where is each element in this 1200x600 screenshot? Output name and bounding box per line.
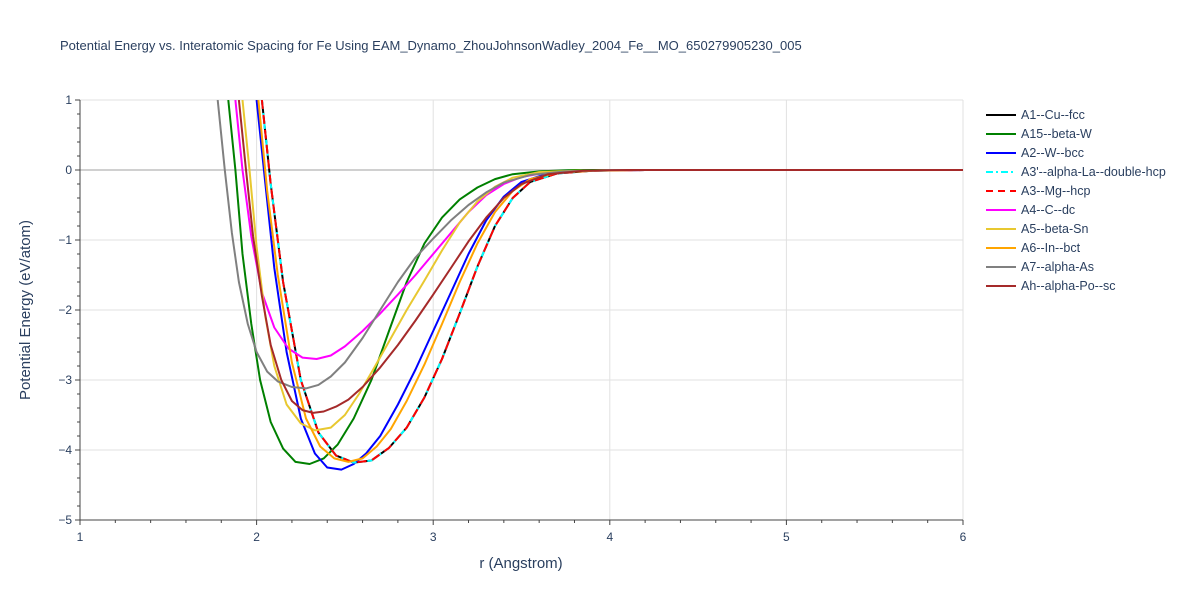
series-line-8 xyxy=(257,100,963,463)
tick-labels: 1 2 3 4 5 6 1 0 −1 −2 −3 −4 −5 xyxy=(58,93,966,544)
series-line-7 xyxy=(241,100,963,432)
y-tick-label: 0 xyxy=(65,163,72,177)
y-tick-label: −4 xyxy=(58,443,72,457)
legend-label: A15--beta-W xyxy=(1021,127,1092,141)
series-line-6 xyxy=(234,100,963,360)
x-tick-label: 3 xyxy=(430,530,437,544)
legend-label: Ah--alpha-Po--sc xyxy=(1021,279,1115,293)
x-tick-label: 6 xyxy=(960,530,967,544)
chart-title: Potential Energy vs. Interatomic Spacing… xyxy=(60,38,802,53)
legend-item[interactable]: A3--Mg--hcp xyxy=(986,184,1091,198)
legend-label: A7--alpha-As xyxy=(1021,260,1094,274)
legend-item[interactable]: A15--beta-W xyxy=(986,127,1092,141)
legend-item[interactable]: A5--beta-Sn xyxy=(986,222,1088,236)
legend[interactable]: A1--Cu--fcc A15--beta-W A2--W--bcc A3'--alp… xyxy=(986,108,1166,293)
series-line-9 xyxy=(216,100,963,390)
legend-item[interactable]: A6--In--bct xyxy=(986,241,1081,255)
x-tick-label: 5 xyxy=(783,530,790,544)
x-tick-label: 1 xyxy=(77,530,84,544)
y-tick-label: −2 xyxy=(58,303,72,317)
y-tick-label: −1 xyxy=(58,233,72,247)
legend-item[interactable]: A4--C--dc xyxy=(986,203,1075,217)
legend-item[interactable]: A7--alpha-As xyxy=(986,260,1094,274)
x-tick-label: 4 xyxy=(606,530,613,544)
legend-label: A3'--alpha-La--double-hcp xyxy=(1021,165,1166,179)
y-tick-label: 1 xyxy=(65,93,72,107)
series-line-5 xyxy=(260,100,963,464)
legend-label: A2--W--bcc xyxy=(1021,146,1084,160)
x-axis-title: r (Angstrom) xyxy=(479,555,562,572)
plot-area xyxy=(216,100,963,471)
series-line-10 xyxy=(237,100,963,414)
series-line-4 xyxy=(260,100,963,464)
series-line-2 xyxy=(227,100,963,465)
grid-lines xyxy=(80,99,964,520)
y-tick-label: −5 xyxy=(58,513,72,527)
legend-label: A1--Cu--fcc xyxy=(1021,108,1085,122)
legend-label: A3--Mg--hcp xyxy=(1021,184,1091,198)
legend-item[interactable]: Ah--alpha-Po--sc xyxy=(986,279,1115,293)
axes xyxy=(75,99,964,525)
legend-label: A4--C--dc xyxy=(1021,203,1075,217)
legend-label: A6--In--bct xyxy=(1021,241,1081,255)
series-group xyxy=(216,100,963,471)
legend-item[interactable]: A2--W--bcc xyxy=(986,146,1084,160)
legend-label: A5--beta-Sn xyxy=(1021,222,1088,236)
y-axis-title: Potential Energy (eV/atom) xyxy=(17,220,34,400)
x-tick-label: 2 xyxy=(253,530,260,544)
legend-item[interactable]: A1--Cu--fcc xyxy=(986,108,1085,122)
y-tick-label: −3 xyxy=(58,373,72,387)
series-line-1 xyxy=(260,100,963,464)
legend-item[interactable]: A3'--alpha-La--double-hcp xyxy=(986,165,1166,179)
